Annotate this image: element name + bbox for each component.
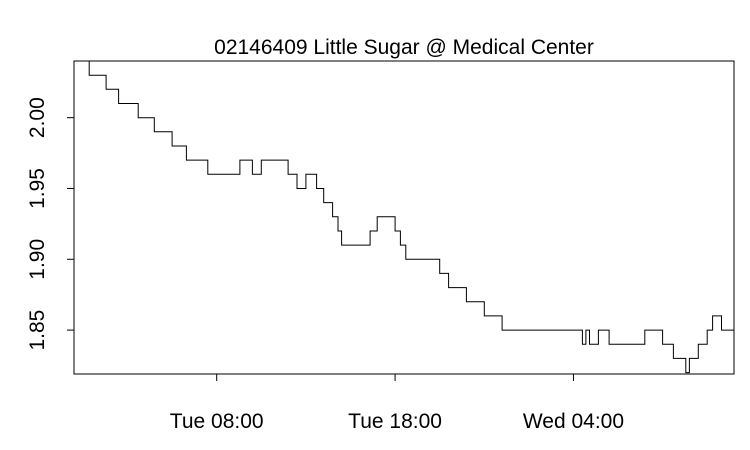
- x-tick-label: Tue 08:00: [170, 410, 264, 433]
- chart-title: 02146409 Little Sugar @ Medical Center: [214, 36, 594, 59]
- plot-frame: [73, 60, 735, 375]
- x-axis: Tue 08:00 Tue 18:00 Wed 04:00: [170, 374, 624, 433]
- y-tick-label: 1.90: [26, 239, 49, 280]
- x-tick-label: Tue 18:00: [348, 410, 442, 433]
- y-axis: 1.85 1.90 1.95 2.00: [26, 97, 74, 351]
- x-tick-label: Wed 04:00: [523, 410, 624, 433]
- y-tick-label: 1.85: [26, 310, 49, 351]
- y-tick-label: 1.95: [26, 168, 49, 209]
- series-line: [86, 60, 735, 374]
- y-tick-label: 2.00: [26, 97, 49, 138]
